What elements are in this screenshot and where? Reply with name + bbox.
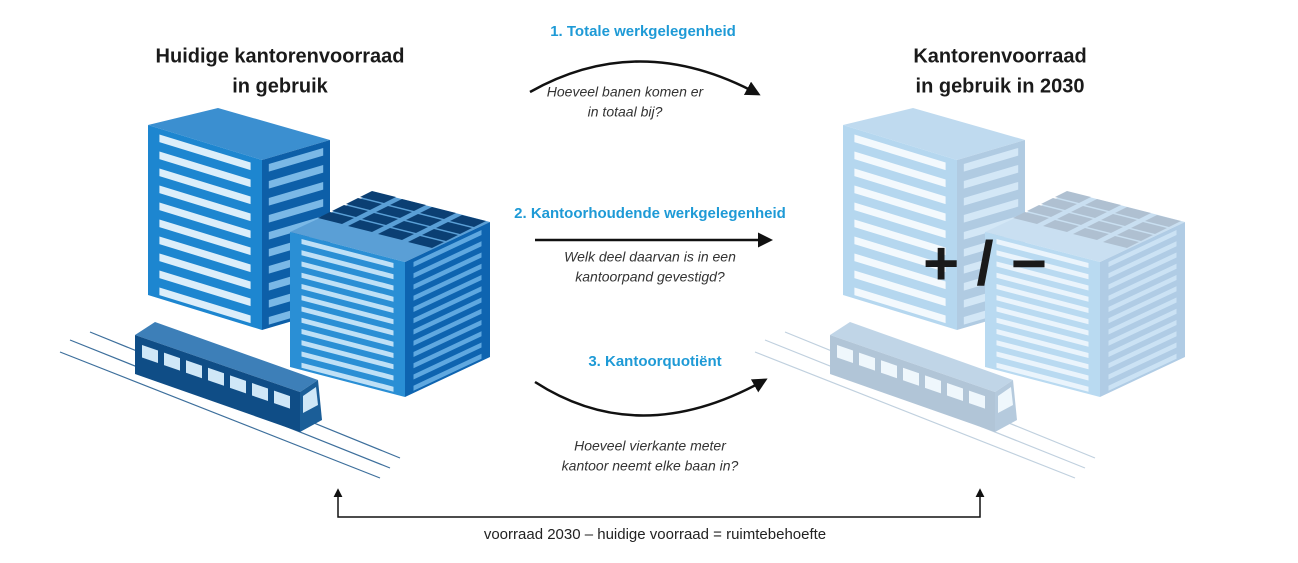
right-title: in gebruik in 2030 <box>916 75 1085 97</box>
formula: voorraad 2030 – huidige voorraad = ruimt… <box>484 526 826 543</box>
diagram: Huidige kantorenvoorraad in gebruik Kant… <box>0 0 1298 563</box>
step-question: Hoeveel banen komen er <box>547 84 705 100</box>
left-title: in gebruik <box>232 75 328 97</box>
step-question: kantoor neemt elke baan in? <box>562 458 739 474</box>
step-question: Welk deel daarvan is in een <box>564 249 736 265</box>
right-title: Kantorenvoorraad <box>913 45 1086 67</box>
step-question: Hoeveel vierkante meter <box>574 438 727 454</box>
operator: + / − <box>923 229 1047 298</box>
step-title: 3. Kantoorquotiënt <box>588 353 721 370</box>
step-question: in totaal bij? <box>588 104 663 120</box>
left-title: Huidige kantorenvoorraad <box>156 45 405 67</box>
step-question: kantoorpand gevestigd? <box>575 269 725 285</box>
step-title: 1. Totale werkgelegenheid <box>550 23 736 40</box>
step-title: 2. Kantoorhoudende werkgelegenheid <box>514 205 786 222</box>
